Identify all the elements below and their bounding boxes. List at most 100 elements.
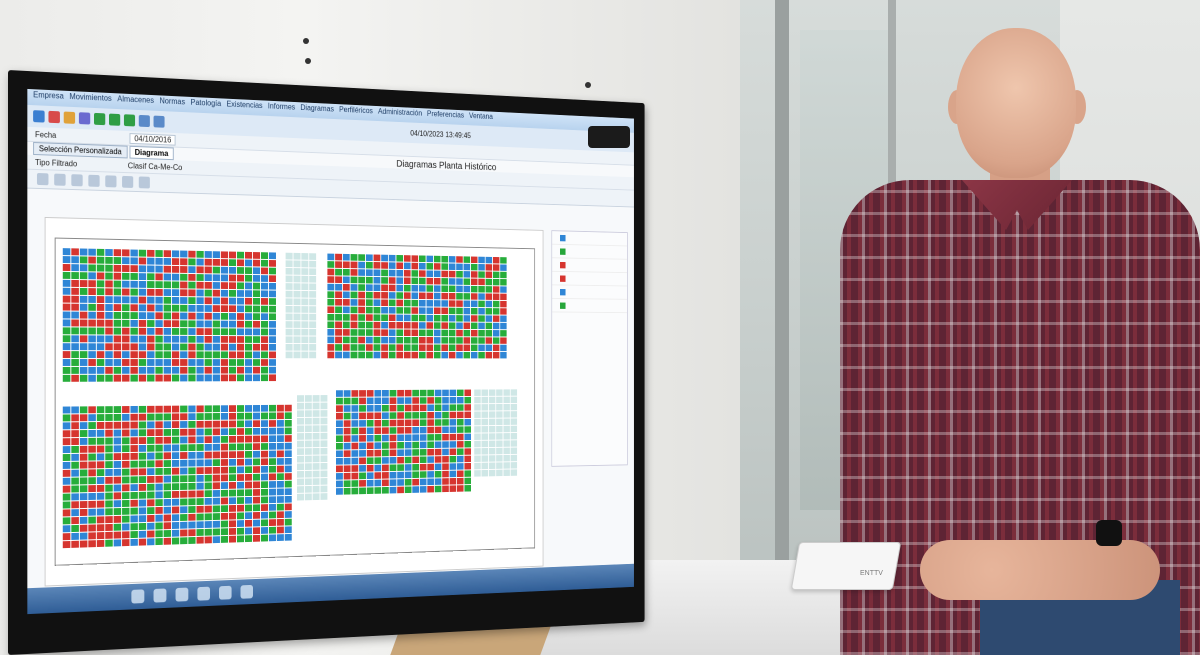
plant-cell[interactable]: [155, 289, 162, 296]
plant-cell[interactable]: [130, 281, 137, 288]
plant-cell[interactable]: [180, 336, 187, 343]
plant-cell[interactable]: [63, 248, 71, 255]
plant-cell[interactable]: [221, 359, 228, 366]
plant-cell[interactable]: [442, 412, 449, 419]
plant-cell[interactable]: [80, 280, 88, 287]
plant-cell[interactable]: [456, 286, 463, 293]
plant-cell[interactable]: [261, 527, 268, 534]
plant-cell[interactable]: [205, 305, 212, 312]
plant-cell[interactable]: [503, 462, 509, 469]
plant-cell[interactable]: [358, 262, 365, 269]
plant-cell[interactable]: [471, 337, 478, 343]
plant-cell[interactable]: [367, 450, 374, 457]
plant-cell[interactable]: [196, 467, 203, 474]
plant-cell[interactable]: [221, 336, 228, 343]
plant-cell[interactable]: [478, 352, 485, 358]
plant-cell[interactable]: [130, 304, 137, 311]
plant-cell[interactable]: [155, 320, 162, 327]
plant-cell[interactable]: [382, 412, 389, 419]
plant-cell[interactable]: [434, 263, 441, 270]
plant-cell[interactable]: [351, 398, 358, 405]
plant-cell[interactable]: [327, 261, 334, 268]
plant-cell[interactable]: [500, 308, 506, 314]
plant-cell[interactable]: [105, 516, 112, 523]
plant-cell[interactable]: [313, 418, 320, 425]
plant-cell[interactable]: [411, 307, 418, 314]
plant-cell[interactable]: [420, 419, 427, 426]
plant-cell[interactable]: [359, 458, 366, 465]
plant-cell[interactable]: [237, 520, 244, 527]
plant-cell[interactable]: [426, 307, 433, 314]
plant-cell[interactable]: [130, 492, 137, 499]
plant-cell[interactable]: [63, 351, 71, 358]
plant-cell[interactable]: [196, 344, 203, 351]
plant-cell[interactable]: [435, 404, 442, 411]
plant-cell[interactable]: [420, 427, 427, 434]
plant-cell[interactable]: [139, 367, 146, 374]
plant-cell[interactable]: [435, 419, 442, 426]
plant-cell[interactable]: [405, 397, 412, 404]
plant-cell[interactable]: [426, 293, 433, 300]
plant-cell[interactable]: [122, 304, 129, 311]
plant-cell[interactable]: [277, 504, 284, 511]
plant-cell[interactable]: [374, 344, 381, 351]
plant-cell[interactable]: [147, 304, 154, 311]
plant-cell[interactable]: [71, 367, 79, 374]
plant-cell[interactable]: [261, 466, 268, 473]
plant-cell[interactable]: [277, 466, 284, 473]
plant-cell[interactable]: [188, 444, 195, 451]
plant-cell[interactable]: [390, 464, 397, 471]
plant-cell[interactable]: [164, 476, 171, 483]
plant-cell[interactable]: [71, 304, 79, 311]
plant-cell[interactable]: [188, 514, 195, 521]
plant-cell[interactable]: [344, 450, 351, 457]
plant-cell[interactable]: [405, 434, 412, 441]
plant-cell[interactable]: [457, 448, 464, 455]
plant-cell[interactable]: [229, 513, 236, 520]
plant-cell[interactable]: [164, 483, 171, 490]
plant-cell[interactable]: [482, 463, 489, 470]
plant-cell[interactable]: [88, 414, 96, 421]
plant-cell[interactable]: [229, 321, 236, 328]
plant-cell[interactable]: [435, 390, 442, 397]
plant-cell[interactable]: [237, 489, 244, 496]
plant-cell[interactable]: [293, 314, 300, 321]
plant-cell[interactable]: [426, 300, 433, 307]
plant-cell[interactable]: [286, 268, 293, 275]
plant-cell[interactable]: [80, 469, 88, 476]
plant-cell[interactable]: [221, 274, 228, 281]
plant-cell[interactable]: [253, 512, 260, 519]
plant-cell[interactable]: [71, 272, 79, 279]
plant-cell[interactable]: [482, 389, 489, 395]
plant-cell[interactable]: [382, 427, 389, 434]
plant-cell[interactable]: [381, 299, 388, 306]
plant-cell[interactable]: [389, 322, 396, 329]
plant-cell[interactable]: [245, 443, 252, 450]
plant-cell[interactable]: [261, 260, 268, 267]
plant-cell[interactable]: [229, 259, 236, 266]
plant-cell[interactable]: [221, 421, 228, 428]
plant-cell[interactable]: [313, 425, 320, 432]
plant-cell[interactable]: [457, 412, 464, 419]
plant-cell[interactable]: [493, 352, 499, 358]
plant-cell[interactable]: [253, 520, 260, 527]
plant-cell[interactable]: [196, 537, 203, 544]
plant-cell[interactable]: [389, 352, 396, 359]
plant-cell[interactable]: [205, 452, 212, 459]
plant-cell[interactable]: [359, 465, 366, 472]
plant-cell[interactable]: [172, 444, 179, 451]
plant-cell[interactable]: [301, 352, 308, 359]
plant-cell[interactable]: [172, 483, 179, 490]
plant-cell[interactable]: [139, 265, 146, 272]
plant-cell[interactable]: [305, 463, 312, 470]
plant-cell[interactable]: [456, 271, 463, 278]
plant-cell[interactable]: [253, 267, 260, 274]
plant-cell[interactable]: [180, 266, 187, 273]
plant-cell[interactable]: [213, 351, 220, 358]
plant-cell[interactable]: [474, 397, 481, 403]
plant-cell[interactable]: [139, 297, 146, 304]
plant-cell[interactable]: [449, 315, 456, 322]
plant-cell[interactable]: [80, 367, 88, 374]
plant-cell[interactable]: [196, 251, 203, 258]
plant-cell[interactable]: [511, 462, 517, 468]
